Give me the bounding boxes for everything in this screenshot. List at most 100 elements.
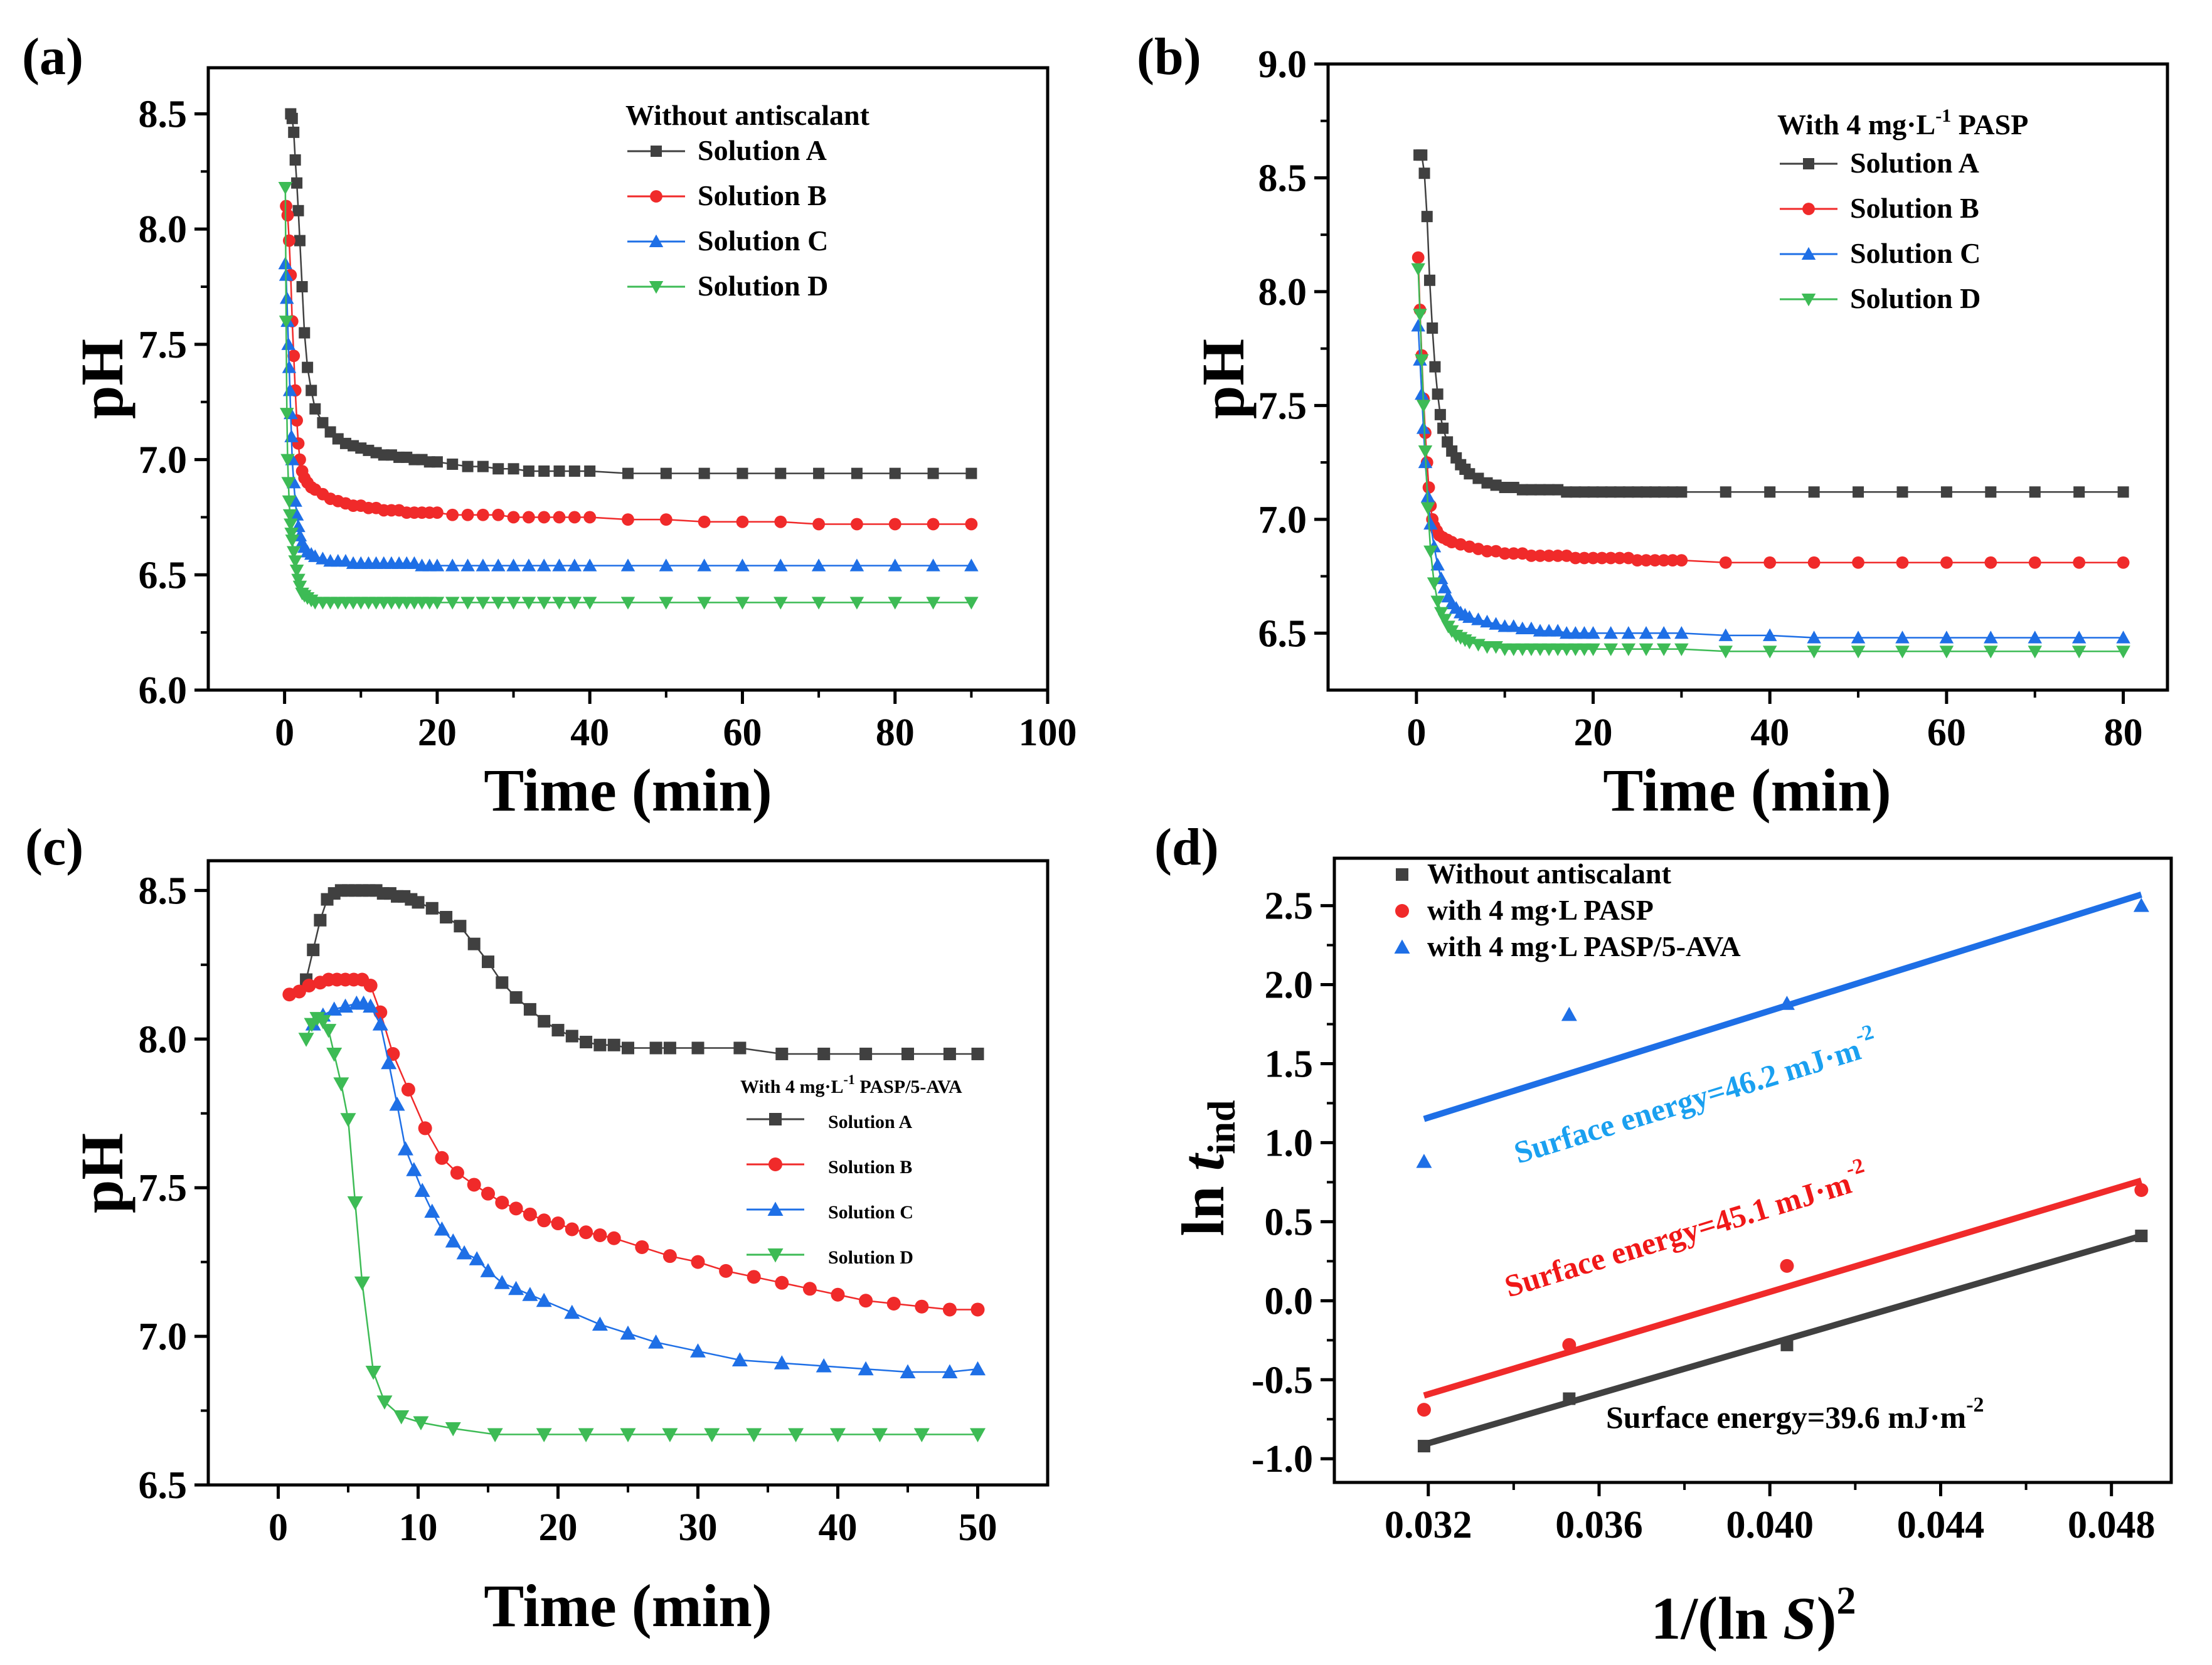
- data-point: [1423, 516, 1438, 530]
- data-point: [622, 467, 634, 479]
- data-point: [413, 1416, 429, 1430]
- data-point: [1563, 1392, 1576, 1405]
- data-point: [1416, 421, 1431, 434]
- data-point: [858, 1361, 874, 1376]
- data-point: [1631, 486, 1643, 498]
- legend-item: Solution D: [747, 1247, 913, 1268]
- data-point: [970, 1428, 986, 1442]
- data-point: [1411, 263, 1425, 276]
- data-point: [1985, 486, 1997, 498]
- panel-a: (a) 0 20 40 60 80 100 6.0 6.5 7.0 7.5 8.0 8.5 Time…: [22, 28, 1077, 824]
- x-tick-label: 0: [269, 1506, 288, 1549]
- data-point: [719, 1263, 733, 1278]
- data-point: [2071, 630, 2087, 644]
- data-point: [461, 508, 474, 521]
- data-point: [774, 1355, 790, 1370]
- data-point: [698, 515, 711, 528]
- data-point: [1568, 643, 1583, 656]
- data-point: [927, 518, 940, 531]
- data-point: [662, 1428, 678, 1442]
- legend-item: Solution A: [747, 1112, 913, 1132]
- data-point: [817, 1047, 831, 1060]
- x-tick-label: 30: [679, 1506, 718, 1549]
- x-tick-label: 20: [1574, 711, 1613, 754]
- data-point: [307, 944, 320, 957]
- y-tick-label: 8.5: [139, 93, 188, 136]
- legend-item: Solution D: [1780, 282, 1981, 314]
- data-point: [811, 597, 826, 610]
- data-point: [1480, 614, 1494, 628]
- data-point: [1807, 630, 1821, 644]
- data-point: [736, 467, 748, 479]
- data-point: [506, 597, 521, 610]
- data-point: [592, 1316, 608, 1331]
- data-point: [811, 558, 826, 572]
- series-solution-d: [278, 182, 979, 610]
- data-point: [901, 1047, 914, 1060]
- data-point: [1603, 626, 1618, 639]
- data-point: [424, 1203, 440, 1218]
- data-point: [564, 1304, 580, 1319]
- data-point: [1621, 643, 1636, 656]
- data-point: [1524, 643, 1539, 656]
- data-point: [578, 1428, 594, 1442]
- data-point: [731, 1352, 748, 1366]
- data-point: [536, 558, 551, 572]
- legend-marker: [769, 1113, 782, 1125]
- x-tick-label: 60: [723, 711, 762, 754]
- legend-item: with 4 mg·L PASP: [1395, 894, 1654, 926]
- legend-title-a: Without antiscalant: [625, 99, 870, 131]
- data-point: [551, 1216, 565, 1231]
- data-point: [435, 1151, 449, 1165]
- panel-b: (b) 0 20 40 60 80 6.5 7.0 7.5 8.0 8.5 9.0 Time (m…: [1137, 28, 2169, 824]
- data-point: [1595, 551, 1608, 565]
- plot-area-c: [282, 884, 986, 1442]
- data-point: [1552, 484, 1564, 496]
- panel-label-c: (c): [25, 818, 83, 876]
- data-point: [308, 549, 322, 562]
- data-point: [733, 1041, 747, 1055]
- data-point: [1720, 486, 1731, 498]
- data-point: [476, 508, 489, 521]
- data-point: [430, 597, 445, 610]
- data-point: [926, 558, 940, 572]
- data-point: [1657, 554, 1671, 567]
- x-tick-label: 0.032: [1385, 1504, 1472, 1546]
- data-point: [296, 281, 308, 293]
- x-axis-d: 0.032 0.036 0.040 0.044 0.048: [1385, 1482, 2155, 1546]
- data-point: [1434, 607, 1449, 620]
- legend-label: Solution C: [828, 1202, 913, 1223]
- legend-label: Solution D: [1850, 282, 1981, 314]
- data-point: [1656, 643, 1671, 656]
- y-tick-label: 6.5: [1258, 612, 1307, 655]
- legend-marker: [1803, 158, 1814, 169]
- data-point: [553, 511, 566, 524]
- data-point: [659, 558, 674, 572]
- data-point: [1674, 626, 1689, 639]
- data-point: [309, 403, 321, 415]
- x-axis-a: 0 20 40 60 80 100: [275, 690, 1077, 754]
- data-point: [326, 1047, 343, 1062]
- data-point: [620, 597, 635, 610]
- data-point: [830, 1428, 846, 1442]
- data-point: [412, 896, 425, 909]
- data-point: [1604, 551, 1617, 565]
- data-point: [690, 1343, 706, 1358]
- data-point: [812, 518, 825, 531]
- data-point: [281, 209, 294, 222]
- data-point: [306, 385, 317, 396]
- data-point: [294, 235, 306, 247]
- legend-label: Solution D: [828, 1247, 913, 1268]
- data-point: [302, 979, 316, 992]
- series-solution-b: [282, 972, 985, 1317]
- data-point: [565, 1222, 579, 1237]
- data-point: [1667, 486, 1679, 498]
- data-point: [635, 1240, 649, 1254]
- data-point: [1675, 554, 1688, 567]
- x-tick-label: 40: [1750, 711, 1789, 754]
- data-point: [593, 1038, 607, 1051]
- data-point: [389, 1097, 405, 1111]
- data-point: [1472, 472, 1484, 484]
- series-solution-d: [1411, 263, 2130, 659]
- data-point: [1569, 551, 1582, 565]
